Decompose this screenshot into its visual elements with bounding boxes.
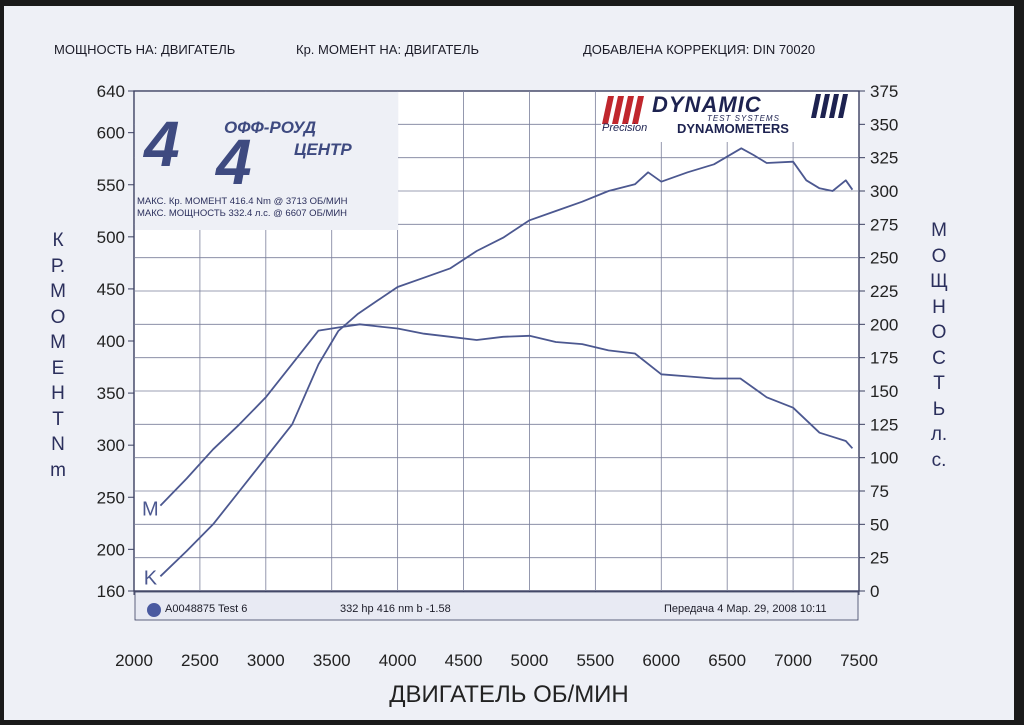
x-tick-label: 6500 <box>708 651 746 670</box>
test-marker-dot <box>147 603 161 617</box>
x-tick-label: 4500 <box>445 651 483 670</box>
x-tick-label: 4000 <box>379 651 417 670</box>
series-markers: MK <box>142 499 159 590</box>
logo-digit-b: 4 <box>216 126 252 198</box>
header-torque-source: Кр. МОМЕНТ НА: ДВИГАТЕЛЬ <box>296 42 480 57</box>
left-tick-label: 300 <box>97 436 125 455</box>
left-tick-label: 400 <box>97 332 125 351</box>
right-axis-title: МОЩНОСТЬ л.с. <box>930 220 948 471</box>
x-tick-label: 7500 <box>840 651 878 670</box>
left-tick-label: 200 <box>97 540 125 559</box>
torque-curve <box>159 323 854 507</box>
max-torque-text: МАКС. Кр. МОМЕНТ 416.4 Nm @ 3713 ОБ/МИН <box>137 196 348 207</box>
right-tick-label: 375 <box>870 82 898 101</box>
right-tick-label: 175 <box>870 349 898 368</box>
right-tick-label: 300 <box>870 182 898 201</box>
left-tick-label: 500 <box>97 228 125 247</box>
torque-curve-marker-label: M <box>142 499 159 521</box>
dyno-chart: 160 200 250 300 350 400 450 500 550 600 640 0 25 50 7… <box>97 82 899 670</box>
logo-precision: Precision <box>602 122 648 134</box>
test-id: A0048875 Test 6 <box>165 603 248 615</box>
right-tick-label: 350 <box>870 115 898 134</box>
offroad-center-logo: 4 4 ОФФ-РОУД ЦЕНТР x <box>144 112 394 198</box>
logo-line-2: ЦЕНТР <box>294 140 352 159</box>
x-tick-label: 2500 <box>181 651 219 670</box>
power-curve-marker-label: K <box>144 567 158 589</box>
left-axis-title: КР. МОМЕНТ Nm <box>50 230 66 481</box>
left-tick-label: 450 <box>97 280 125 299</box>
series-lines <box>159 147 854 577</box>
logo-stripes-right <box>811 94 848 118</box>
test-date: Передача 4 Мар. 29, 2008 10:11 <box>664 603 827 615</box>
dyno-sheet: МОЩНОСТЬ НА: ДВИГАТЕЛЬ Кр. МОМЕНТ НА: ДВ… <box>4 6 1014 720</box>
x-tick-label: 3500 <box>313 651 351 670</box>
left-tick-label: 640 <box>97 82 125 101</box>
right-tick-label: 50 <box>870 515 889 534</box>
logo-stripes <box>602 96 644 124</box>
right-tick-label: 225 <box>870 282 898 301</box>
right-tick-label: 25 <box>870 549 889 568</box>
info-box-backdrop <box>135 92 398 230</box>
header-power-source: МОЩНОСТЬ НА: ДВИГАТЕЛЬ <box>54 42 236 57</box>
x-tick-label: 5000 <box>511 651 549 670</box>
footer-band <box>134 591 859 621</box>
left-tick-label: 550 <box>97 176 125 195</box>
x-tick-label: 6000 <box>642 651 680 670</box>
power-curve <box>159 147 854 577</box>
logo-tagline: TEST SYSTEMS <box>707 114 780 123</box>
test-summary: 332 hp 416 nm b -1.58 <box>340 603 451 615</box>
left-tick-label: 160 <box>97 582 125 601</box>
x-tick-label: 5500 <box>576 651 614 670</box>
logo-digit-a: 4 <box>144 108 180 180</box>
right-tick-label: 325 <box>870 149 898 168</box>
right-tick-label: 275 <box>870 215 898 234</box>
right-tick-label: 0 <box>870 582 879 601</box>
logo-dynamometers: DYNAMOMETERS <box>677 121 789 136</box>
right-tick-label: 100 <box>870 449 898 468</box>
dynamic-test-systems-logo: DYNAMIC TEST SYSTEMS Precision DYNAMOMET… <box>602 92 858 140</box>
left-tick-label: 250 <box>97 488 125 507</box>
logo-line-1: ОФФ-РОУД <box>224 118 317 137</box>
right-axis-ticks: 0 25 50 75 100 125 150 175 200 225 250 275 300 325 350… <box>859 82 898 601</box>
x-axis-ticks: 2000 2500 3000 3500 4000 4500 5000 5500 6000 6500… <box>115 591 878 670</box>
header-correction: ДОБАВЛЕНА КОРРЕКЦИЯ: DIN 70020 <box>583 42 816 57</box>
right-tick-label: 75 <box>870 482 889 501</box>
right-tick-label: 200 <box>870 315 898 334</box>
left-axis-ticks: 160 200 250 300 350 400 450 500 550 600 640 <box>97 82 134 601</box>
x-axis-title: ДВИГАТЕЛЬ ОБ/МИН <box>389 681 629 708</box>
logo-name: DYNAMIC <box>652 92 762 117</box>
left-tick-label: 600 <box>97 124 125 143</box>
logo-mark: x <box>213 140 220 154</box>
max-power-text: МАКС. МОЩНОСТЬ 332.4 л.с. @ 6607 ОБ/МИН <box>137 208 348 219</box>
x-tick-label: 2000 <box>115 651 153 670</box>
right-tick-label: 250 <box>870 249 898 268</box>
left-tick-label: 350 <box>97 384 125 403</box>
right-tick-label: 150 <box>870 382 898 401</box>
x-tick-label: 7000 <box>774 651 812 670</box>
x-tick-label: 3000 <box>247 651 285 670</box>
right-tick-label: 125 <box>870 415 898 434</box>
